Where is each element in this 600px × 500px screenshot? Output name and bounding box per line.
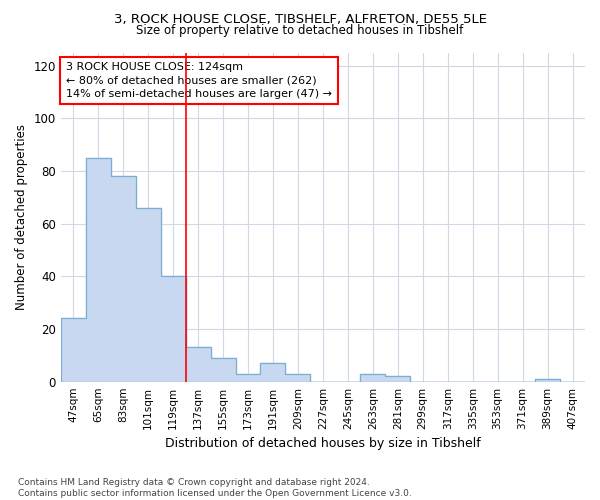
Text: 3, ROCK HOUSE CLOSE, TIBSHELF, ALFRETON, DE55 5LE: 3, ROCK HOUSE CLOSE, TIBSHELF, ALFRETON,… (113, 12, 487, 26)
Text: Size of property relative to detached houses in Tibshelf: Size of property relative to detached ho… (136, 24, 464, 37)
X-axis label: Distribution of detached houses by size in Tibshelf: Distribution of detached houses by size … (165, 437, 481, 450)
Text: 3 ROCK HOUSE CLOSE: 124sqm
← 80% of detached houses are smaller (262)
14% of sem: 3 ROCK HOUSE CLOSE: 124sqm ← 80% of deta… (66, 62, 332, 99)
Y-axis label: Number of detached properties: Number of detached properties (15, 124, 28, 310)
Text: Contains HM Land Registry data © Crown copyright and database right 2024.
Contai: Contains HM Land Registry data © Crown c… (18, 478, 412, 498)
Polygon shape (61, 158, 585, 382)
